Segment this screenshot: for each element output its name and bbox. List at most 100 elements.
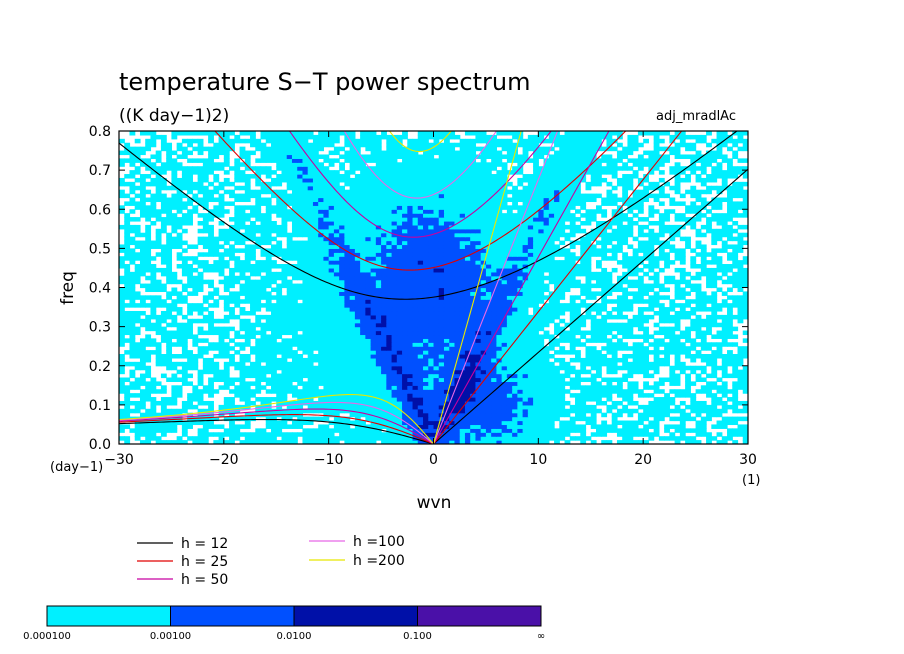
- power-cell: [250, 369, 256, 375]
- power-cell: [281, 373, 288, 379]
- power-cell: [318, 365, 325, 371]
- power-cell: [171, 440, 178, 444]
- power-cell: [176, 342, 183, 347]
- power-cell: [543, 264, 550, 269]
- power-cell: [323, 404, 330, 410]
- power-cell: [323, 326, 330, 332]
- power-cell: [386, 322, 393, 328]
- power-cell: [653, 291, 660, 296]
- power-cell: [470, 440, 477, 444]
- power-cell: [648, 307, 655, 312]
- power-cell: [554, 283, 560, 289]
- power-cell: [333, 342, 340, 347]
- power-cell: [129, 346, 136, 351]
- power-cell: [307, 369, 314, 375]
- power-cell: [202, 424, 209, 429]
- power-cell: [119, 436, 125, 441]
- power-cell: [134, 361, 141, 367]
- power-cell: [197, 412, 204, 418]
- power-cell: [187, 420, 193, 426]
- power-cell: [119, 310, 125, 316]
- power-cell: [548, 307, 555, 312]
- power-cell: [119, 369, 125, 375]
- power-cell: [585, 408, 592, 414]
- power-cell: [176, 393, 183, 398]
- power-cell: [124, 326, 131, 332]
- power-cell: [271, 373, 277, 379]
- power-cell: [412, 271, 419, 277]
- power-cell: [208, 310, 214, 316]
- power-cell: [396, 271, 403, 277]
- power-cell: [381, 314, 387, 320]
- power-cell: [349, 354, 356, 359]
- power-cell: [480, 287, 487, 293]
- power-cell: [496, 330, 503, 336]
- power-cell: [307, 256, 314, 261]
- power-cell: [653, 264, 660, 269]
- power-cell: [464, 385, 471, 390]
- power-cell: [433, 397, 440, 402]
- power-cell: [512, 303, 518, 308]
- power-cell: [349, 283, 356, 289]
- power-cell: [202, 420, 209, 426]
- power-cell: [423, 436, 429, 441]
- power-cell: [396, 385, 403, 390]
- power-cell: [716, 420, 723, 426]
- power-cell: [339, 271, 345, 277]
- power-cell: [527, 354, 534, 359]
- power-cell: [396, 350, 403, 355]
- power-cell: [250, 299, 256, 304]
- power-cell: [459, 307, 466, 312]
- power-cell: [522, 408, 529, 414]
- power-cell: [632, 267, 639, 273]
- power-cell: [601, 424, 608, 429]
- power-cell: [407, 326, 414, 332]
- power-cell: [559, 318, 566, 324]
- power-cell: [412, 393, 419, 398]
- power-cell: [438, 299, 445, 304]
- power-cell: [349, 330, 356, 336]
- power-cell: [454, 330, 461, 336]
- power-cell: [171, 408, 178, 414]
- power-cell: [590, 404, 597, 410]
- power-cell: [250, 393, 256, 398]
- power-cell: [375, 310, 382, 316]
- power-cell: [496, 365, 503, 371]
- power-cell: [517, 416, 524, 422]
- power-cell: [428, 377, 435, 382]
- power-cell: [354, 291, 361, 296]
- power-cell: [732, 385, 739, 390]
- power-cell: [370, 287, 377, 293]
- power-cell: [538, 291, 545, 296]
- power-cell: [475, 330, 482, 336]
- power-cell: [538, 416, 545, 422]
- power-cell: [595, 303, 602, 308]
- power-cell: [449, 346, 456, 351]
- power-cell: [554, 310, 560, 316]
- power-cell: [197, 318, 204, 324]
- power-cell: [239, 287, 246, 293]
- power-cell: [679, 369, 686, 375]
- power-cell: [375, 346, 382, 351]
- power-cell: [580, 260, 587, 265]
- power-cell: [244, 334, 251, 339]
- power-cell: [255, 318, 262, 324]
- power-cell: [145, 385, 152, 390]
- power-cell: [543, 436, 550, 441]
- power-cell: [391, 408, 398, 414]
- power-cell: [297, 416, 304, 422]
- power-cell: [265, 432, 272, 437]
- power-cell: [459, 408, 466, 414]
- power-cell: [250, 373, 256, 379]
- power-cell: [239, 357, 246, 363]
- power-cell: [590, 318, 597, 324]
- power-cell: [637, 389, 644, 394]
- power-cell: [312, 428, 319, 433]
- power-cell: [396, 361, 403, 367]
- power-cell: [491, 295, 497, 300]
- power-cell: [459, 373, 466, 379]
- power-cell: [538, 256, 545, 261]
- power-cell: [139, 256, 146, 261]
- power-cell: [428, 326, 435, 332]
- power-cell: [229, 416, 235, 422]
